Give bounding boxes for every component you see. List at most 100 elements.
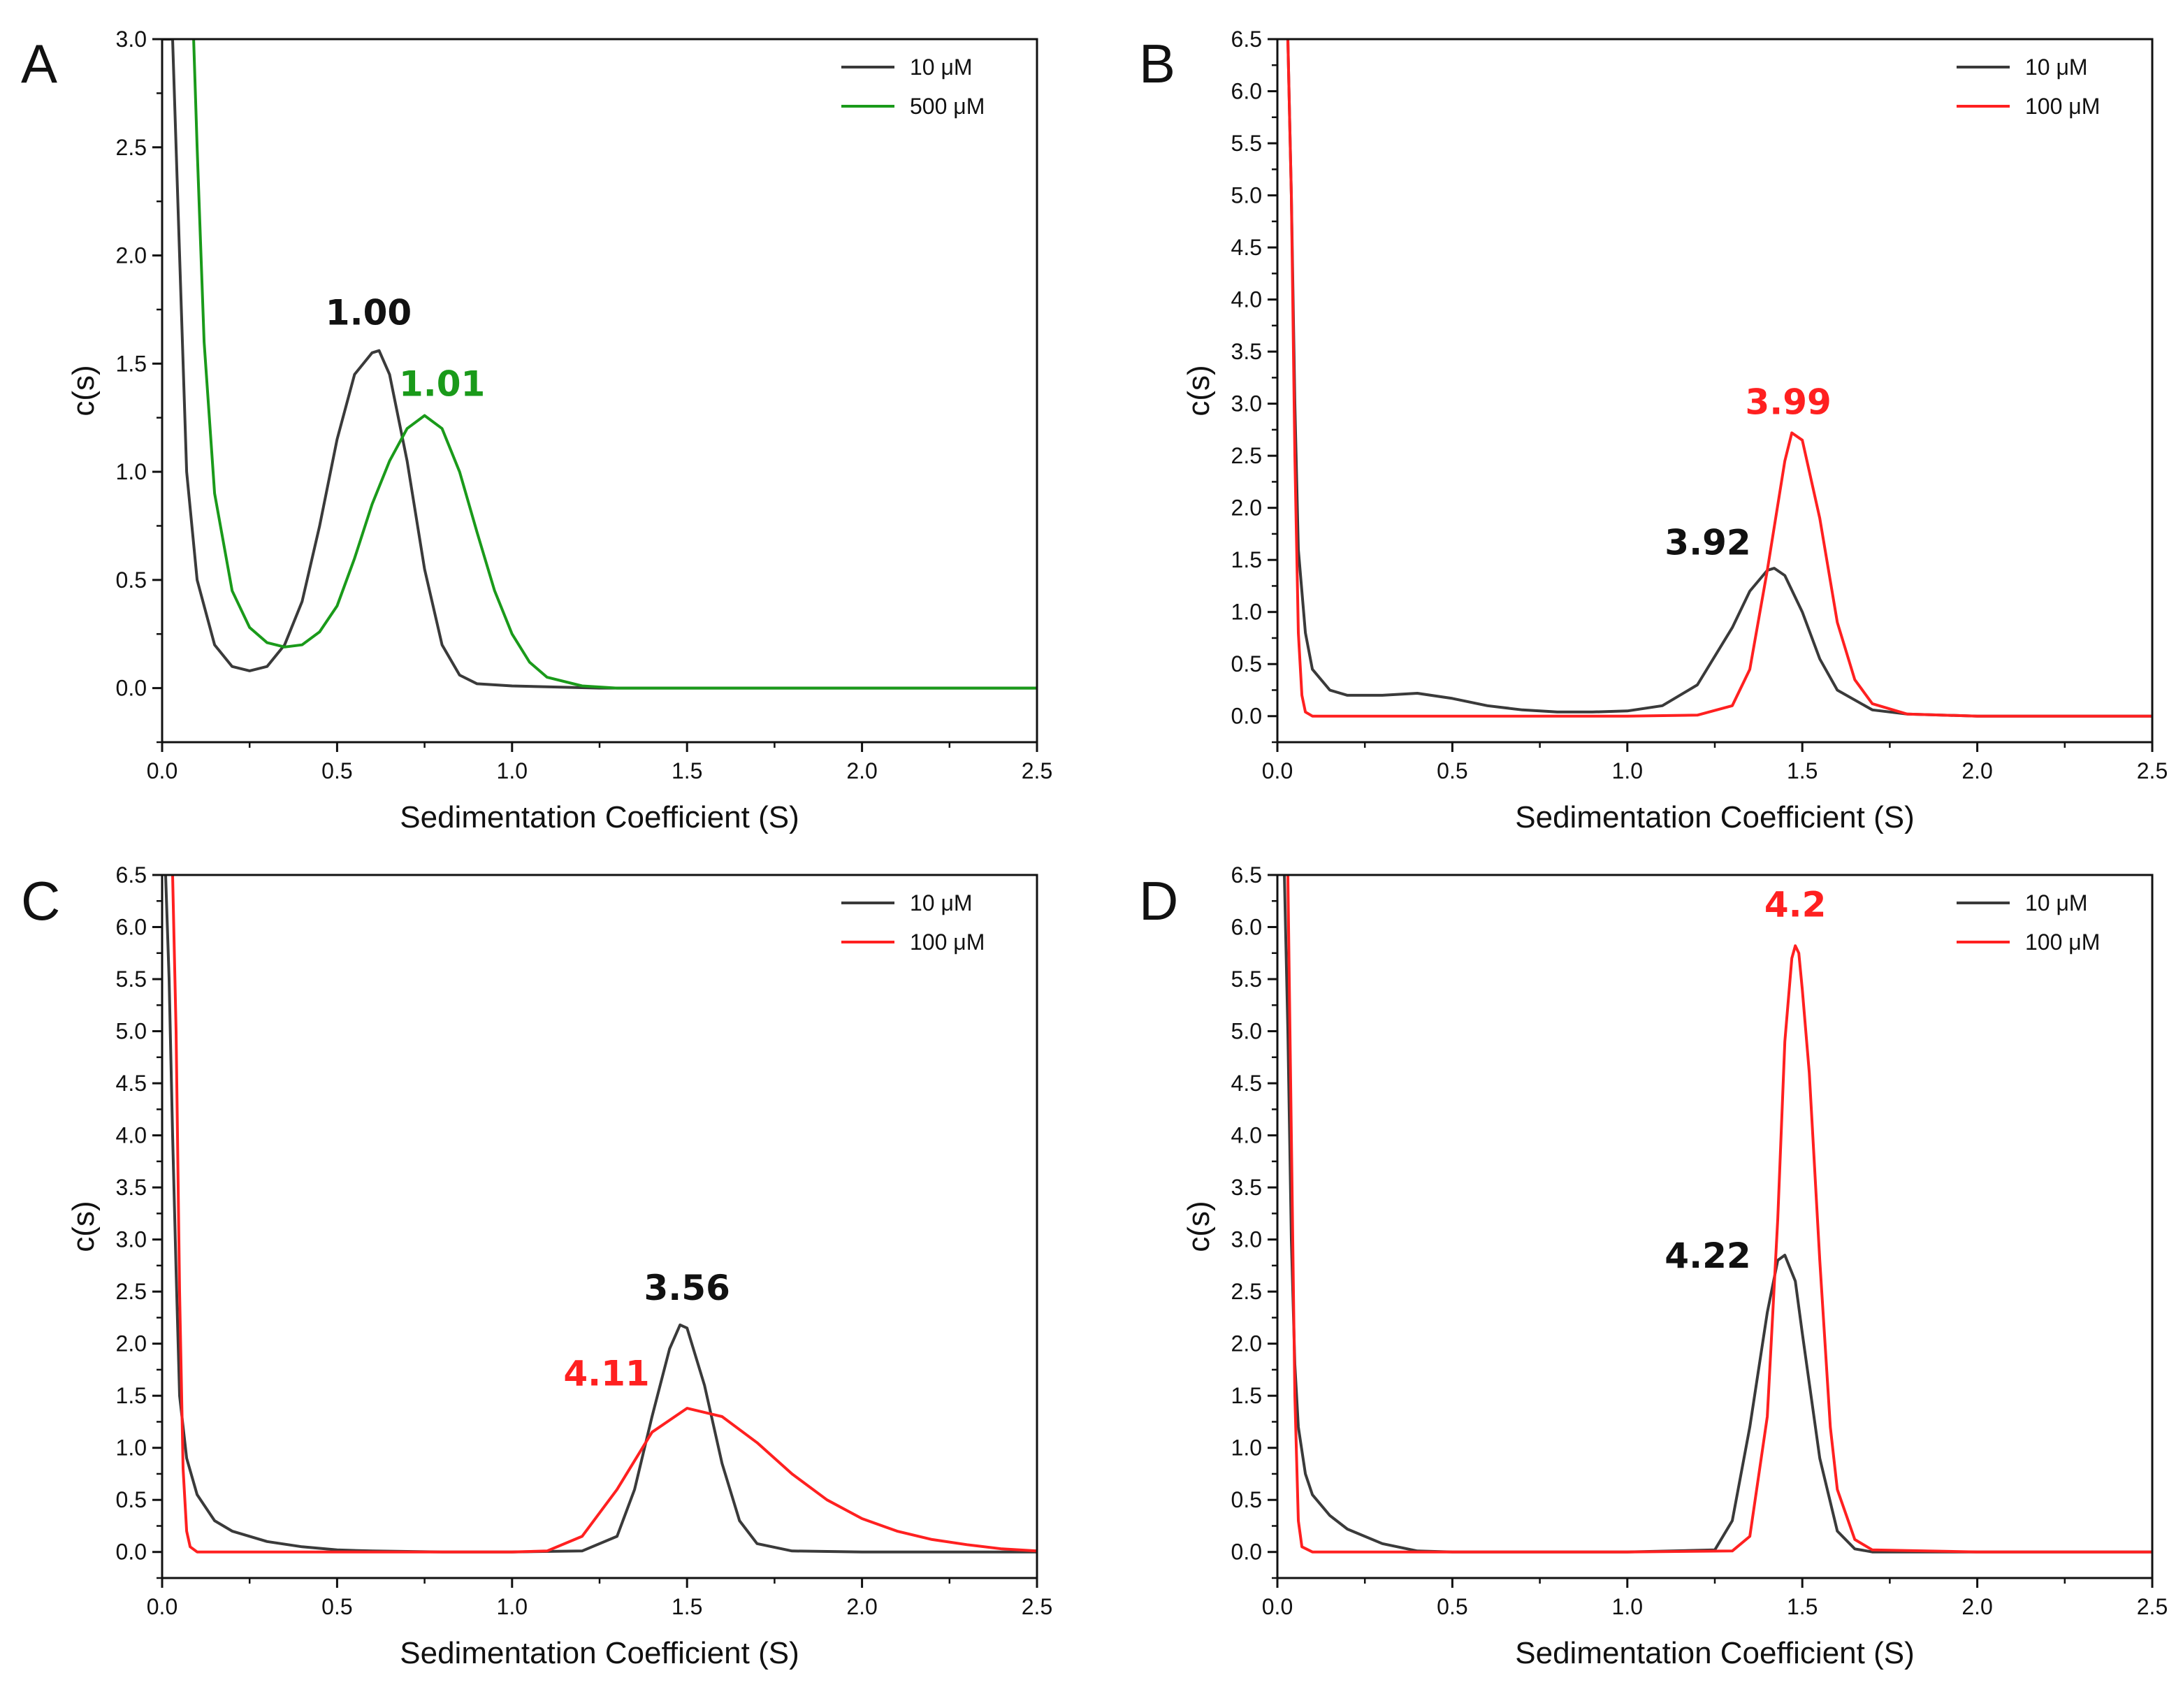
- y-tick-label: 2.0: [116, 243, 147, 268]
- y-tick-label: 0.0: [1231, 704, 1262, 729]
- y-tick-label: 0.5: [116, 1487, 147, 1512]
- x-tick-label: 2.0: [846, 1594, 877, 1619]
- panel-letter: A: [21, 33, 57, 94]
- series-line-high: [171, 875, 1037, 1554]
- y-tick-label: 5.0: [1231, 1019, 1262, 1044]
- peak-annotation: 3.99: [1745, 382, 1831, 423]
- x-tick-label: 1.5: [672, 758, 702, 783]
- y-tick-label: 2.0: [1231, 495, 1262, 521]
- series-line-low: [1286, 39, 2152, 718]
- y-tick-label: 0.5: [1231, 651, 1262, 676]
- peak-annotation: 4.11: [563, 1353, 649, 1394]
- legend-label: 500 μM: [910, 94, 985, 119]
- series-line-low: [162, 39, 1037, 690]
- y-tick-label: 0.5: [1231, 1487, 1262, 1512]
- y-tick-label: 3.0: [116, 1227, 147, 1252]
- plot-frame: [1276, 874, 2154, 1579]
- y-tick-label: 1.5: [1231, 1383, 1262, 1408]
- panel-letter: D: [1139, 870, 1178, 932]
- y-tick-label: 6.5: [116, 862, 147, 888]
- legend-label: 100 μM: [2025, 929, 2100, 955]
- y-tick-label: 4.0: [1231, 287, 1262, 312]
- x-axis-label: Sedimentation Coefficient (S): [1515, 800, 1914, 834]
- y-tick-label: 0.5: [116, 567, 147, 593]
- x-tick-label: 0.0: [147, 1594, 177, 1619]
- y-tick-label: 5.5: [116, 967, 147, 992]
- legend-label: 100 μM: [910, 929, 985, 955]
- y-tick-label: 0.0: [1231, 1540, 1262, 1565]
- x-tick-label: 2.5: [1022, 758, 1052, 783]
- y-tick-label: 2.5: [1231, 1279, 1262, 1304]
- series-line-high: [1286, 875, 2152, 1554]
- legend: 10 μM 500 μM: [841, 55, 985, 119]
- y-tick-label: 1.0: [1231, 600, 1262, 625]
- y-tick-label: 3.0: [1231, 391, 1262, 417]
- x-tick-label: 1.0: [497, 1594, 528, 1619]
- legend-label: 10 μM: [910, 55, 973, 80]
- y-axis-label: c(s): [1182, 1201, 1216, 1252]
- x-tick-label: 0.5: [1437, 1594, 1467, 1619]
- x-tick-label: 2.5: [2137, 758, 2168, 783]
- x-tick-label: 1.5: [1787, 758, 1818, 783]
- x-axis-label: Sedimentation Coefficient (S): [1515, 1636, 1914, 1670]
- y-axis-label: c(s): [1182, 365, 1216, 416]
- y-tick-label: 4.0: [116, 1123, 147, 1148]
- plot-frame: [1276, 38, 2154, 744]
- x-axis-label: Sedimentation Coefficient (S): [400, 800, 799, 834]
- x-tick-label: 0.5: [1437, 758, 1467, 783]
- panel-c: C 0.0 0.5 1.0 1.5 2.0 2.5 0.0 0.5 1.0 1.5 2.0 2.5 3.0…: [21, 862, 1052, 1670]
- legend: 10 μM 100 μM: [1957, 890, 2100, 955]
- series-line-low: [1283, 875, 2152, 1554]
- y-tick-label: 4.0: [1231, 1123, 1262, 1148]
- x-tick-label: 1.0: [497, 758, 528, 783]
- peak-annotation: 3.92: [1665, 523, 1750, 563]
- y-tick-label: 4.5: [1231, 235, 1262, 260]
- y-tick-label: 3.5: [1231, 339, 1262, 364]
- x-tick-label: 0.0: [1262, 758, 1293, 783]
- y-tick-label: 1.5: [1231, 547, 1262, 572]
- panel-d: D 0.0 0.5 1.0 1.5 2.0 2.5 0.0 0.5 1.0 1.5 2.0 2.5 3.0…: [1139, 862, 2168, 1670]
- y-tick-label: 6.0: [1231, 79, 1262, 104]
- y-tick-label: 6.5: [1231, 862, 1262, 888]
- y-tick-label: 2.0: [1231, 1331, 1262, 1356]
- x-tick-label: 1.0: [1612, 1594, 1643, 1619]
- y-tick-label: 4.5: [1231, 1071, 1262, 1096]
- y-tick-label: 3.0: [1231, 1227, 1262, 1252]
- y-tick-label: 6.0: [1231, 915, 1262, 940]
- y-tick-label: 1.0: [116, 1435, 147, 1461]
- y-tick-label: 0.0: [116, 676, 147, 701]
- x-tick-label: 0.0: [147, 758, 177, 783]
- x-tick-label: 1.5: [672, 1594, 702, 1619]
- x-tick-label: 2.5: [2137, 1594, 2168, 1619]
- y-tick-label: 6.5: [1231, 27, 1262, 52]
- legend-label: 100 μM: [2025, 94, 2100, 119]
- x-tick-label: 0.5: [321, 758, 352, 783]
- y-axis-label: c(s): [66, 365, 101, 416]
- x-tick-label: 2.0: [846, 758, 877, 783]
- legend-label: 10 μM: [2025, 55, 2088, 80]
- y-tick-label: 3.0: [116, 27, 147, 52]
- y-tick-label: 5.5: [1231, 967, 1262, 992]
- y-tick-label: 6.0: [116, 915, 147, 940]
- y-tick-label: 1.5: [116, 1383, 147, 1408]
- y-tick-label: 2.5: [116, 1279, 147, 1304]
- peak-annotation: 1.01: [399, 364, 485, 405]
- legend: 10 μM 100 μM: [1957, 55, 2100, 119]
- legend-label: 10 μM: [910, 890, 973, 915]
- y-tick-label: 3.5: [116, 1175, 147, 1200]
- series-line-low: [164, 875, 1037, 1554]
- peak-annotation: 4.2: [1764, 885, 1827, 925]
- x-tick-label: 2.0: [1961, 758, 1992, 783]
- x-tick-label: 1.5: [1787, 1594, 1818, 1619]
- series-line-high: [1286, 39, 2152, 718]
- y-tick-label: 1.5: [116, 351, 147, 376]
- y-tick-label: 5.0: [1231, 183, 1262, 208]
- panel-letter: B: [1139, 33, 1175, 94]
- x-tick-label: 2.0: [1961, 1594, 1992, 1619]
- plot-frame: [161, 874, 1038, 1579]
- y-tick-label: 2.5: [116, 135, 147, 160]
- x-tick-label: 0.5: [321, 1594, 352, 1619]
- panel-b: B 0.0 0.5 1.0 1.5 2.0 2.5 0.0 0.5 1.0 1.5 2.0 2.5 3.0…: [1139, 27, 2168, 834]
- plot-frame: [161, 38, 1038, 744]
